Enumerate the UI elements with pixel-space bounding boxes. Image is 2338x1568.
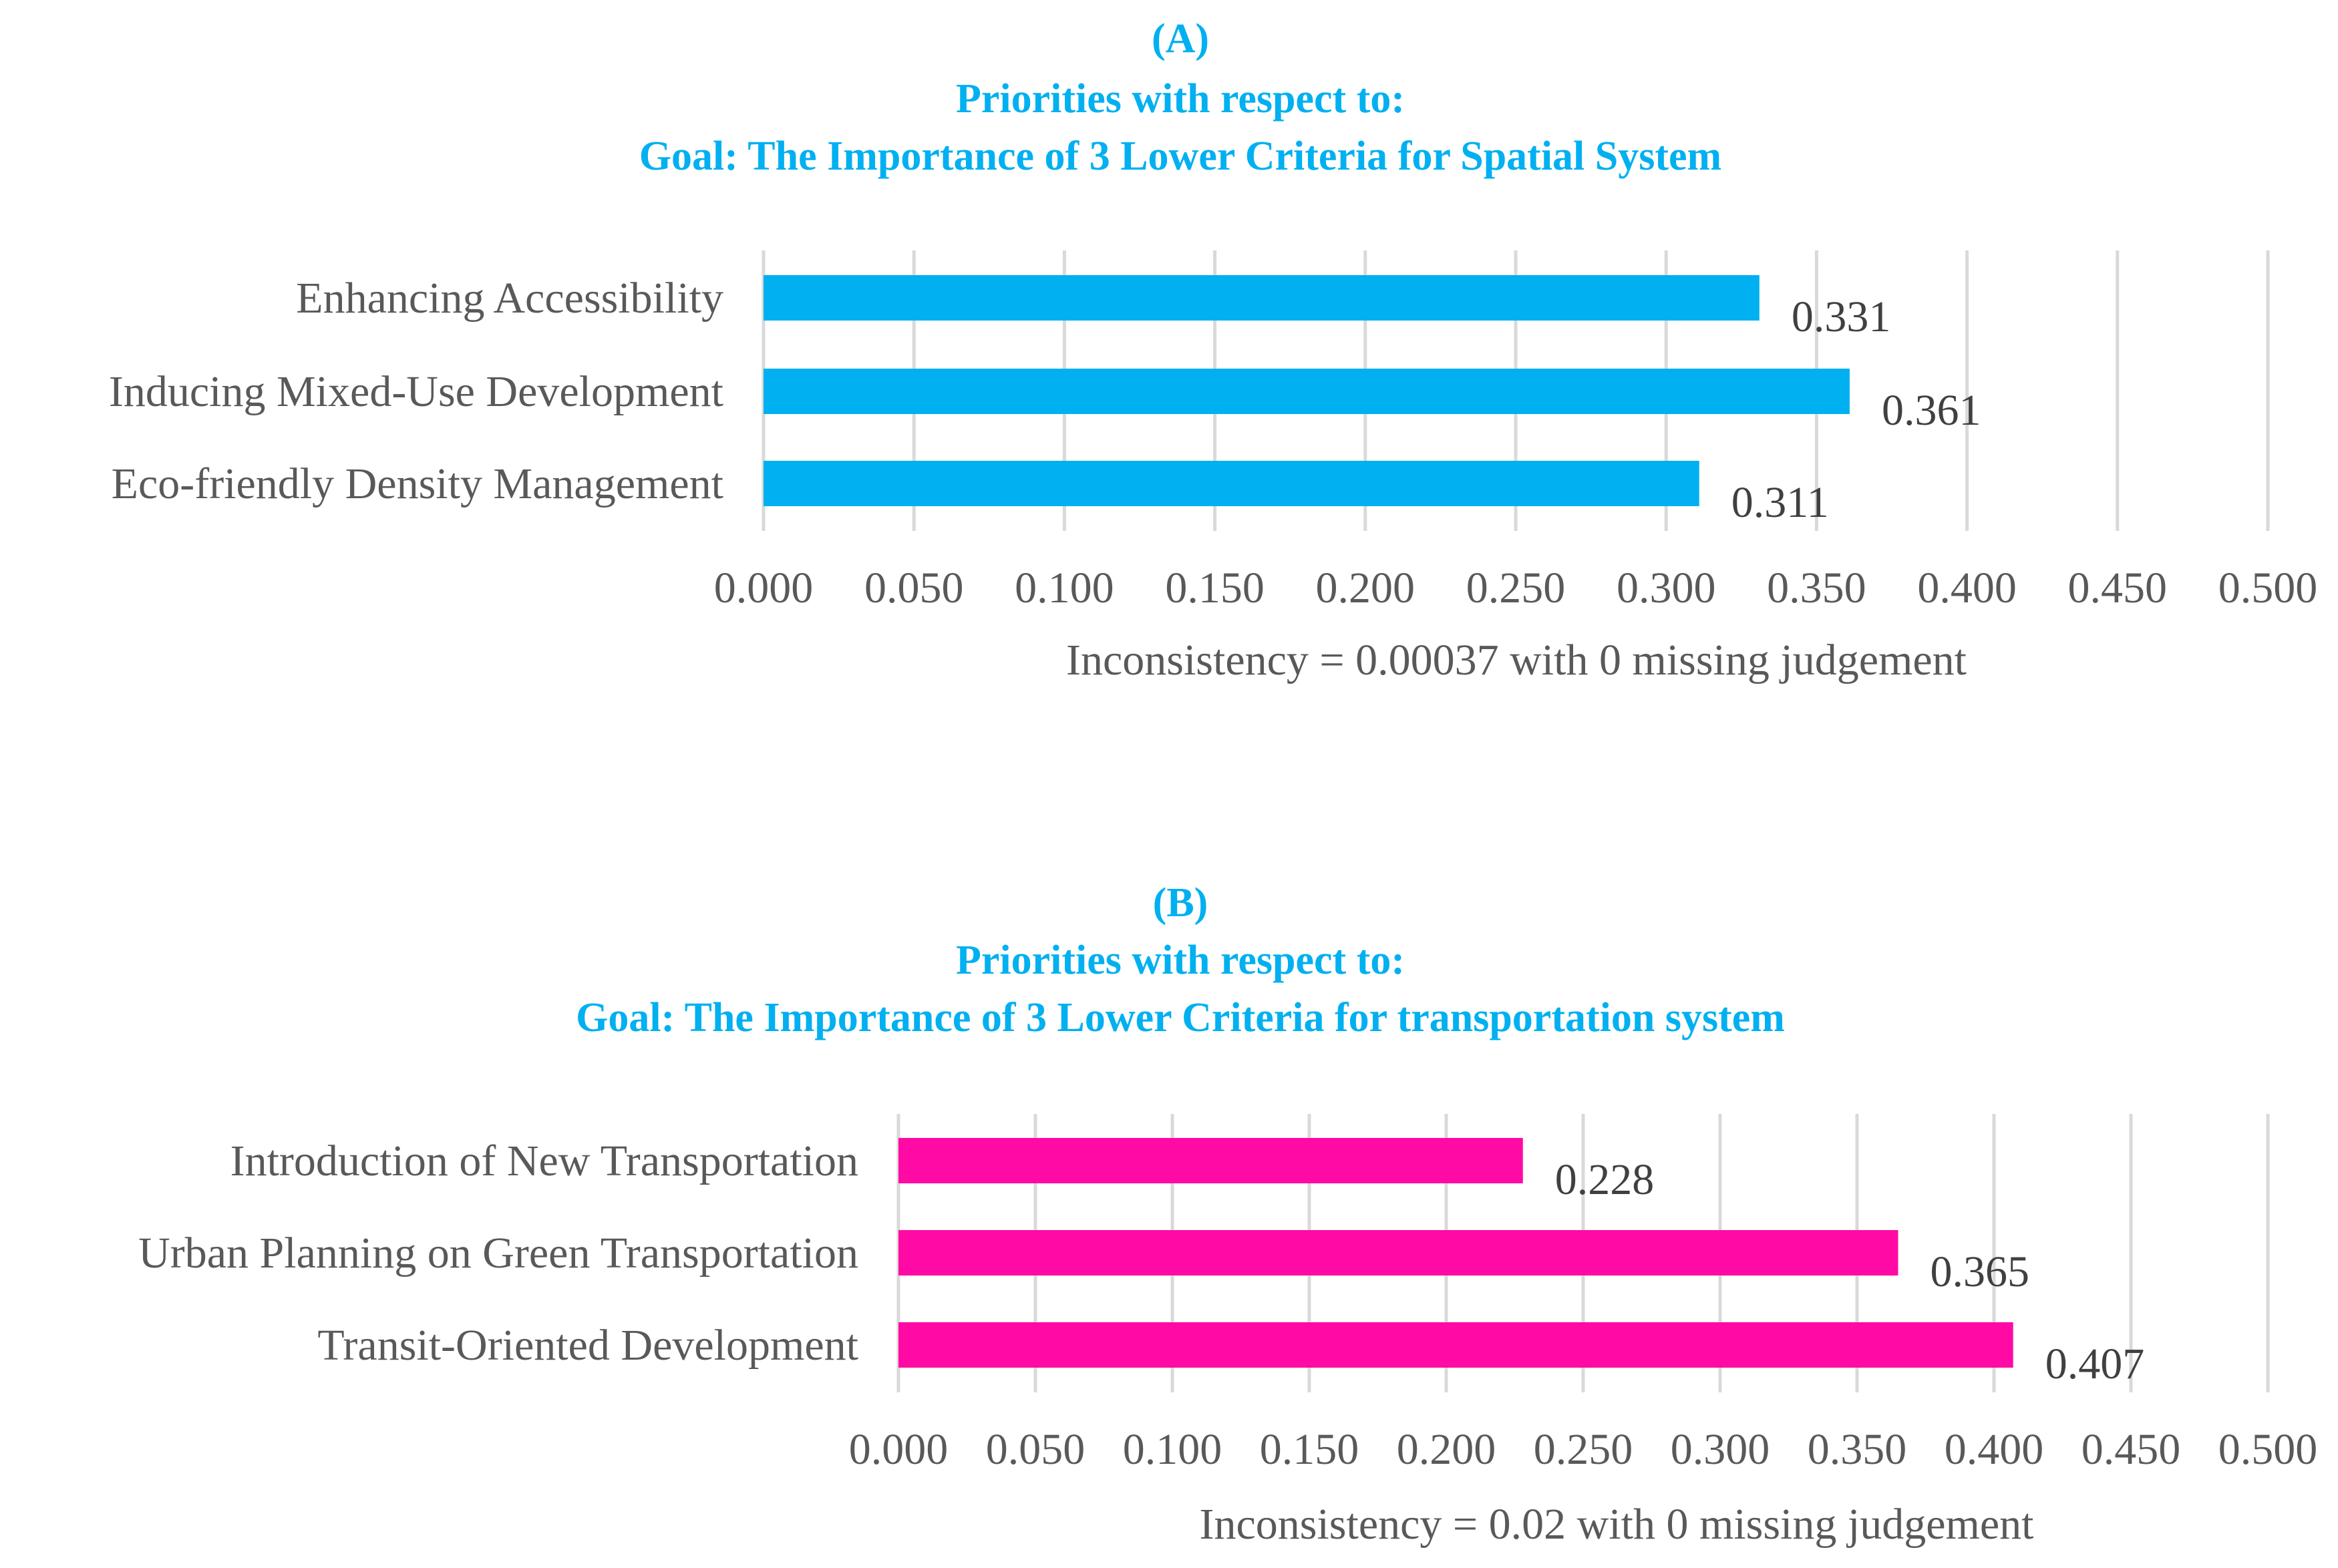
panel-b-tick-label: 0.400	[1945, 1425, 2044, 1474]
panel-b-tick-label: 0.250	[1534, 1425, 1633, 1474]
panel-b-category-label: Urban Planning on Green Transportation	[138, 1229, 858, 1278]
panel-b-xlabel: Inconsistency = 0.02 with 0 missing judg…	[1200, 1500, 2034, 1549]
panel-a-category-label: Enhancing Accessibility	[296, 274, 723, 323]
panel-a-label: (A)	[1152, 16, 1209, 61]
panel-a-tick-label: 0.350	[1767, 564, 1866, 612]
panel-a-bar	[764, 461, 1699, 506]
panel-a-value-label: 0.311	[1731, 478, 1829, 527]
panel-b-category-label: Introduction of New Transportation	[230, 1137, 858, 1185]
panel-a-bar	[764, 369, 1850, 414]
panel-a-bar	[764, 275, 1760, 321]
panel-a-tick-label: 0.100	[1015, 564, 1114, 612]
panel-a-category-label: Inducing Mixed-Use Development	[109, 367, 723, 416]
panel-b-plot-area: 0.000 0.050 0.100 0.150 0.200 0.250 0.300 0.350…	[138, 1114, 2317, 1474]
panel-b-title: Priorities with respect to:	[956, 938, 1405, 983]
panel-a-value-label: 0.331	[1792, 292, 1891, 341]
panel-b-subtitle: Goal: The Importance of 3 Lower Criteria…	[576, 995, 1785, 1040]
panel-a-title: Priorities with respect to:	[956, 76, 1405, 122]
panel-b: (B) Priorities with respect to: Goal: Th…	[138, 880, 2317, 1549]
panel-b-label: (B)	[1153, 880, 1208, 926]
panel-a-tick-label: 0.450	[2068, 564, 2168, 612]
panel-b-bar	[898, 1322, 2013, 1368]
panel-b-tick-label: 0.500	[2218, 1425, 2318, 1474]
panel-a-tick-label: 0.300	[1617, 564, 1716, 612]
panel-b-bar	[898, 1138, 1523, 1183]
panel-a-tick-label: 0.200	[1316, 564, 1415, 612]
panel-b-value-label: 0.407	[2045, 1340, 2145, 1388]
panel-a-tick-label: 0.250	[1466, 564, 1566, 612]
panel-b-tick-label: 0.200	[1397, 1425, 1496, 1474]
panel-b-tick-label: 0.350	[1808, 1425, 1907, 1474]
panel-b-value-label: 0.365	[1931, 1247, 2030, 1296]
panel-b-tick-label: 0.100	[1123, 1425, 1222, 1474]
panel-a-tick-label: 0.000	[714, 564, 814, 612]
panel-a-tick-label: 0.400	[1917, 564, 2017, 612]
panel-b-value-label: 0.228	[1555, 1155, 1655, 1204]
panel-b-tick-label: 0.150	[1260, 1425, 1359, 1474]
panel-a-plot-area: 0.000 0.050 0.100 0.150 0.200 0.250 0.300 0.350…	[109, 250, 2317, 612]
panel-b-tick-label: 0.450	[2081, 1425, 2181, 1474]
panel-b-tick-label: 0.300	[1671, 1425, 1770, 1474]
panel-a: (A) Priorities with respect to: Goal: Th…	[109, 16, 2317, 684]
panel-a-value-label: 0.361	[1882, 386, 1981, 435]
panel-a-subtitle: Goal: The Importance of 3 Lower Criteria…	[639, 134, 1721, 179]
panel-b-tick-label: 0.000	[849, 1425, 949, 1474]
panel-b-tick-label: 0.050	[986, 1425, 1086, 1474]
panel-a-xlabel: Inconsistency = 0.00037 with 0 missing j…	[1066, 636, 1967, 684]
panel-a-tick-label: 0.150	[1165, 564, 1265, 612]
panel-a-tick-label: 0.500	[2218, 564, 2318, 612]
panel-b-bar	[898, 1230, 1898, 1276]
panel-b-category-label: Transit-Oriented Development	[317, 1321, 858, 1370]
panel-a-tick-label: 0.050	[864, 564, 964, 612]
panel-a-category-label: Eco-friendly Density Management	[112, 459, 723, 508]
